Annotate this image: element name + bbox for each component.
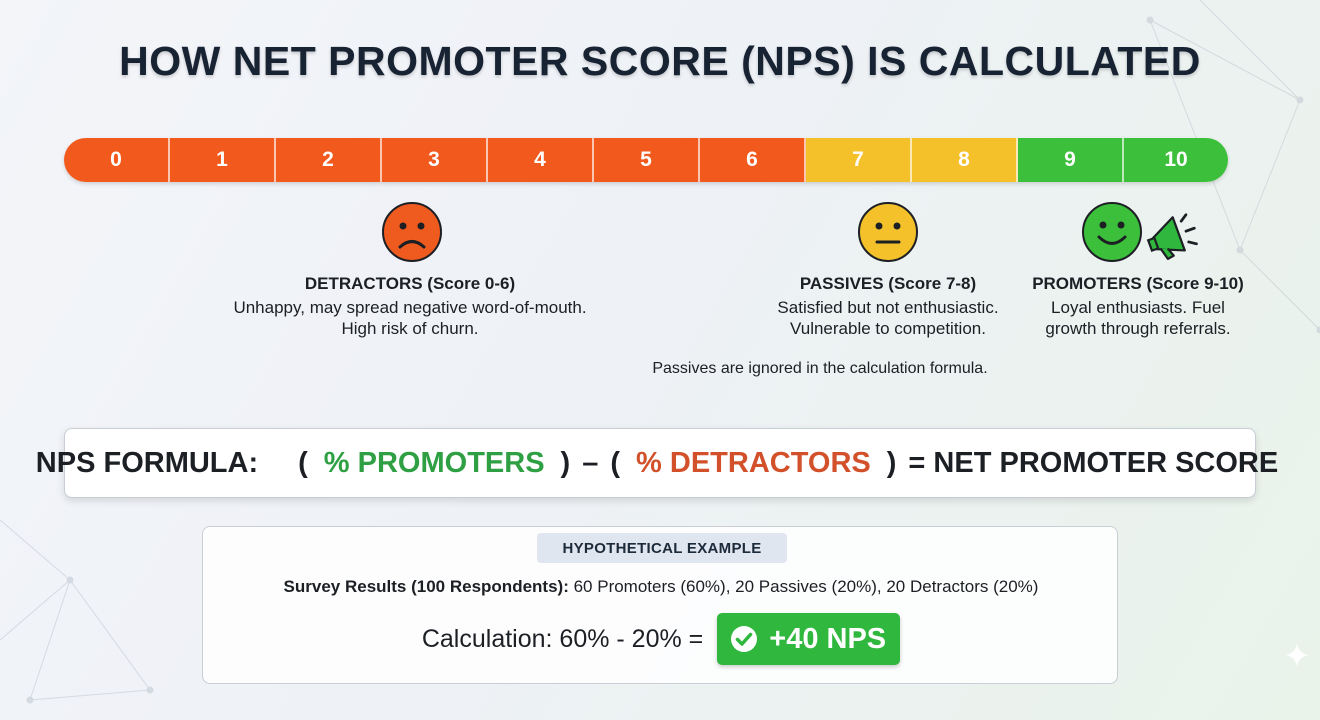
passives-desc-line1: Satisfied but not enthusiastic. (777, 298, 999, 317)
formula-minus: – (582, 446, 599, 479)
score-3: 3 (382, 138, 488, 182)
formula-result: = NET PROMOTER SCORE (908, 446, 1279, 479)
score-0: 0 (64, 138, 170, 182)
example-results-value: 60 Promoters (60%), 20 Passives (20%), 2… (573, 577, 1039, 596)
formula-label: NPS FORMULA: (35, 446, 259, 479)
score-scale: 0 1 2 3 4 5 6 7 8 9 10 (64, 138, 1228, 182)
example-results: Survey Results (100 Respondents): 60 Pro… (203, 577, 1119, 597)
passives-note: Passives are ignored in the calculation … (652, 360, 988, 377)
nps-formula: NPS FORMULA: ( % PROMOTERS ) – ( % DETRA… (36, 428, 1278, 498)
sparkle-icon (1285, 643, 1309, 667)
promoters-desc-line1: Loyal enthusiasts. Fuel (1051, 298, 1225, 317)
neutral-face-icon (856, 200, 920, 264)
score-10: 10 (1124, 138, 1228, 182)
formula-open-paren-2: ( (610, 446, 621, 479)
score-7: 7 (806, 138, 912, 182)
score-5: 5 (594, 138, 700, 182)
promoters-heading: PROMOTERS (Score 9-10) (1032, 274, 1244, 293)
megaphone-icon (1144, 204, 1202, 262)
page-title: HOW NET PROMOTER SCORE (NPS) IS CALCULAT… (119, 38, 1201, 84)
detractors-desc-line2: High risk of churn. (341, 319, 479, 338)
example-results-label: Survey Results (100 Respondents): (283, 577, 569, 596)
score-4: 4 (488, 138, 594, 182)
check-circle-icon (731, 626, 758, 652)
passives-desc-line2: Vulnerable to competition. (790, 319, 986, 338)
passives-group: PASSIVES (Score 7-8) Satisfied but not e… (746, 274, 1030, 339)
formula-close-paren-1: ) (560, 446, 571, 479)
formula-promoters: % PROMOTERS (323, 446, 545, 479)
passives-heading: PASSIVES (Score 7-8) (799, 274, 977, 293)
score-9: 9 (1018, 138, 1124, 182)
formula-open-paren-1: ( (298, 446, 308, 479)
example-calculation: Calculation: 60% - 20% = +40 NPS (203, 613, 1119, 665)
detractors-desc-line1: Unhappy, may spread negative word-of-mou… (233, 298, 587, 317)
formula-close-paren-2: ) (886, 446, 897, 479)
score-8: 8 (912, 138, 1018, 182)
score-2: 2 (276, 138, 382, 182)
score-6: 6 (700, 138, 806, 182)
nps-result-badge: +40 NPS (717, 613, 901, 665)
nps-result-value: +40 NPS (769, 622, 887, 655)
example-panel: HYPOTHETICAL EXAMPLE Survey Results (100… (202, 526, 1118, 684)
promoters-group: PROMOTERS (Score 9-10) Loyal enthusiasts… (1010, 274, 1266, 339)
formula-detractors: % DETRACTORS (636, 446, 871, 479)
example-calc-text: Calculation: 60% - 20% = (421, 624, 704, 653)
sad-face-icon (380, 200, 444, 264)
detractors-heading: DETRACTORS (Score 0-6) (304, 274, 516, 293)
detractors-group: DETRACTORS (Score 0-6) Unhappy, may spre… (200, 274, 620, 339)
happy-face-icon (1080, 200, 1144, 264)
promoters-desc-line2: growth through referrals. (1045, 319, 1231, 338)
example-tag: HYPOTHETICAL EXAMPLE (537, 533, 787, 563)
score-1: 1 (170, 138, 276, 182)
